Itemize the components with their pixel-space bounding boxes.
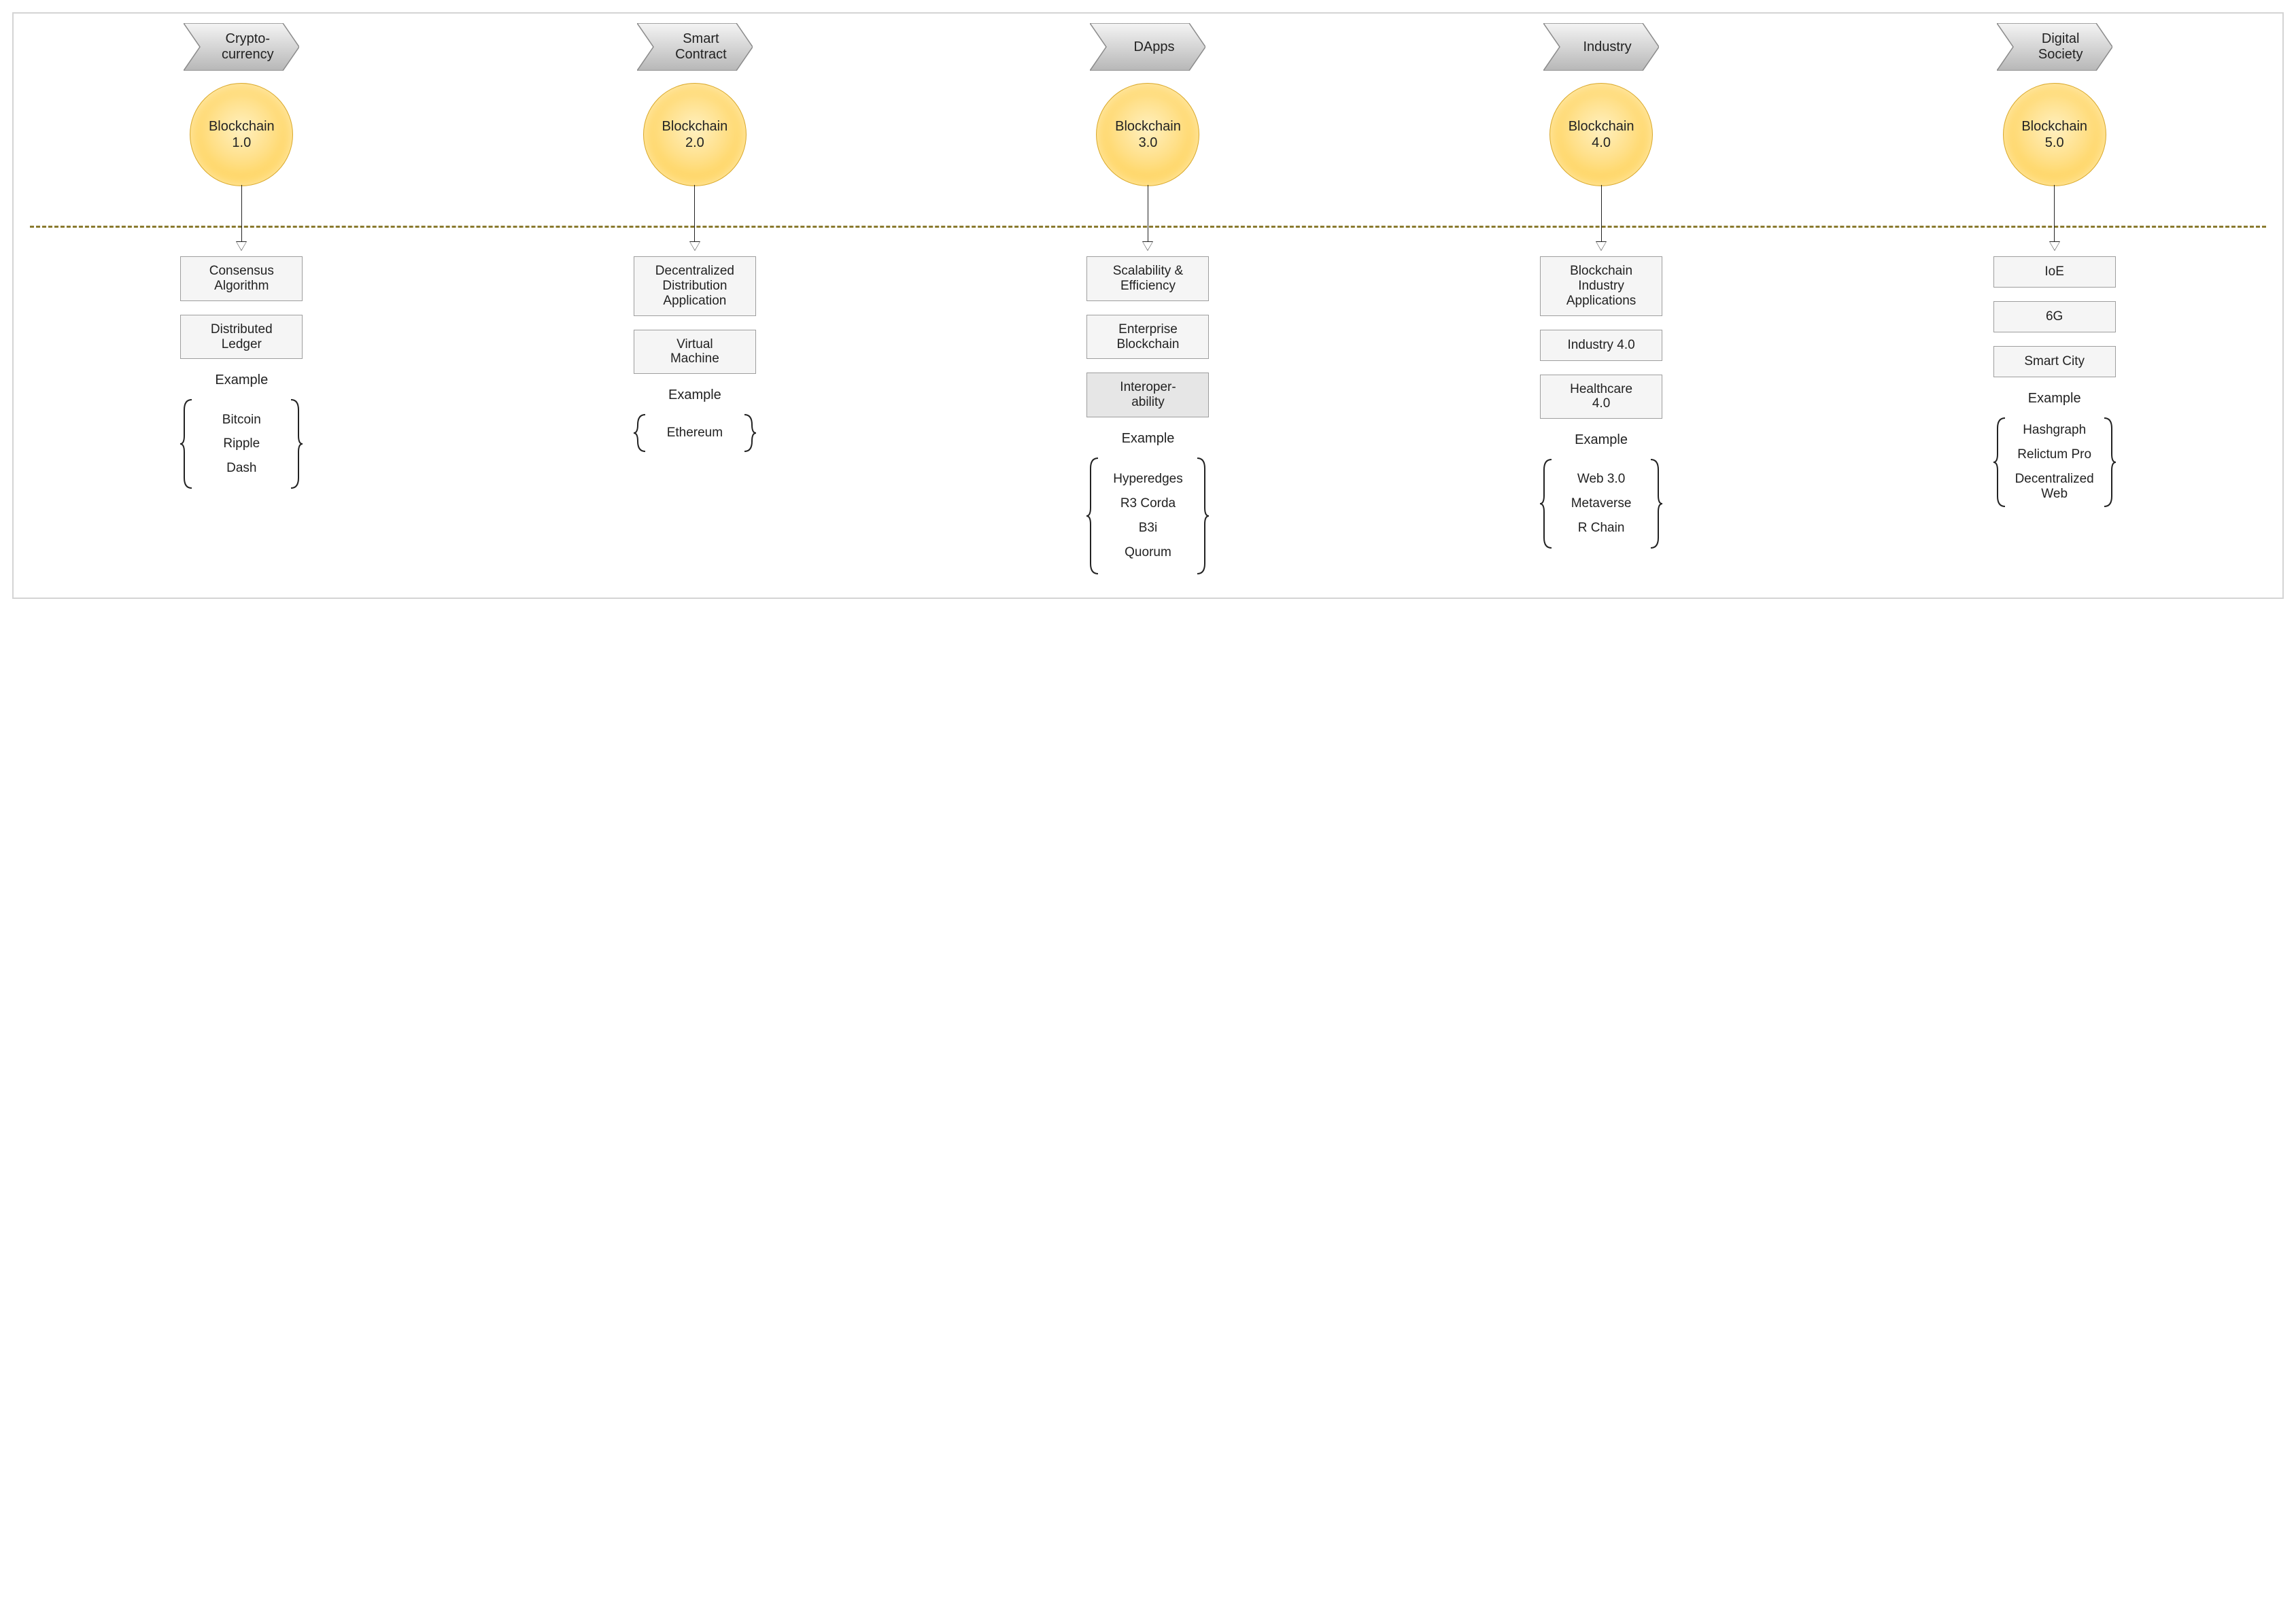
example-label: Example: [1122, 431, 1175, 447]
feature-box: Virtual Machine: [634, 330, 756, 375]
column-1: Crypto- currency Blockchain 1.0 Consensus …: [19, 23, 464, 496]
example-item: Dash: [226, 461, 256, 476]
version-circle: Blockchain 2.0: [643, 83, 747, 186]
feature-box: Interoper- ability: [1086, 373, 1209, 417]
example-item: R3 Corda: [1120, 496, 1176, 511]
feature-box: Industry 4.0: [1540, 330, 1662, 361]
feature-box: Blockchain Industry Applications: [1540, 256, 1662, 316]
header-tab-label: Smart Contract: [663, 31, 727, 63]
arrow-down-icon: [2054, 185, 2055, 249]
header-tab-label: DApps: [1121, 39, 1174, 55]
feature-box: Smart City: [1993, 346, 2116, 377]
header-tab-label: Crypto- currency: [209, 31, 274, 63]
arrow-down-icon: [694, 185, 695, 249]
version-circle: Blockchain 4.0: [1549, 83, 1653, 186]
column-3: DApps Blockchain 3.0 Scalability & Efficie…: [925, 23, 1371, 581]
example-label: Example: [668, 387, 721, 403]
example-list: Hashgraph Relictum Pro Decentralized Web: [2007, 411, 2102, 514]
brace-left-icon: [1993, 411, 2007, 514]
example-item: Hyperedges: [1113, 472, 1182, 487]
example-item: Bitcoin: [222, 413, 261, 428]
brace-left-icon: [1086, 451, 1100, 581]
feature-box: 6G: [1993, 301, 2116, 332]
columns-row: Crypto- currency Blockchain 1.0 Consensus …: [19, 23, 2277, 581]
brace-right-icon: [1195, 451, 1209, 581]
feature-box: Consensus Algorithm: [180, 256, 303, 301]
feature-box: Scalability & Efficiency: [1086, 256, 1209, 301]
example-item: Web 3.0: [1577, 472, 1625, 487]
column-4: Industry Blockchain 4.0 Blockchain Industr…: [1379, 23, 1824, 555]
version-circle: Blockchain 3.0: [1096, 83, 1199, 186]
header-tab-label: Industry: [1571, 39, 1632, 55]
example-group: Web 3.0 Metaverse R Chain: [1540, 452, 1662, 555]
version-circle: Blockchain 1.0: [190, 83, 293, 186]
example-item: R Chain: [1578, 521, 1625, 536]
example-list: Web 3.0 Metaverse R Chain: [1554, 452, 1649, 555]
example-item: Ripple: [223, 436, 260, 451]
example-label: Example: [1575, 432, 1628, 448]
example-item: Hashgraph: [2023, 423, 2086, 438]
example-group: Hyperedges R3 Corda B3i Quorum: [1086, 451, 1209, 581]
example-group: Ethereum: [634, 407, 756, 459]
header-tab: Digital Society: [1997, 23, 2112, 71]
example-item: Quorum: [1125, 545, 1171, 560]
feature-box: Healthcare 4.0: [1540, 375, 1662, 419]
example-list: Ethereum: [647, 407, 742, 459]
feature-box: IoE: [1993, 256, 2116, 288]
feature-box: Enterprise Blockchain: [1086, 315, 1209, 360]
example-item: Ethereum: [667, 426, 723, 440]
example-item: Relictum Pro: [2017, 447, 2091, 462]
version-circle: Blockchain 5.0: [2003, 83, 2106, 186]
brace-right-icon: [2102, 411, 2116, 514]
brace-left-icon: [1540, 452, 1554, 555]
example-label: Example: [2028, 391, 2081, 407]
brace-left-icon: [634, 407, 647, 459]
brace-right-icon: [1649, 452, 1662, 555]
example-group: Hashgraph Relictum Pro Decentralized Web: [1993, 411, 2116, 514]
header-tab-label: Digital Society: [2026, 31, 2083, 63]
column-5: Digital Society Blockchain 5.0 IoE 6G Smart …: [1832, 23, 2277, 514]
header-tab: Industry: [1543, 23, 1659, 71]
arrow-down-icon: [1601, 185, 1602, 249]
feature-box: Distributed Ledger: [180, 315, 303, 360]
example-item: B3i: [1139, 521, 1157, 536]
header-tab: Smart Contract: [637, 23, 753, 71]
diagram-frame: Crypto- currency Blockchain 1.0 Consensus …: [12, 12, 2284, 599]
arrow-down-icon: [241, 185, 242, 249]
brace-right-icon: [742, 407, 756, 459]
example-group: Bitcoin Ripple Dash: [180, 392, 303, 496]
column-2: Smart Contract Blockchain 2.0 Decentralize…: [473, 23, 918, 459]
example-list: Bitcoin Ripple Dash: [194, 392, 289, 496]
feature-box: Decentralized Distribution Application: [634, 256, 756, 316]
brace-left-icon: [180, 392, 194, 496]
brace-right-icon: [289, 392, 303, 496]
header-tab: Crypto- currency: [184, 23, 299, 71]
example-list: Hyperedges R3 Corda B3i Quorum: [1100, 451, 1195, 581]
example-item: Metaverse: [1571, 496, 1632, 511]
example-label: Example: [215, 373, 268, 388]
example-item: Decentralized Web: [2015, 472, 2094, 502]
header-tab: DApps: [1090, 23, 1205, 71]
